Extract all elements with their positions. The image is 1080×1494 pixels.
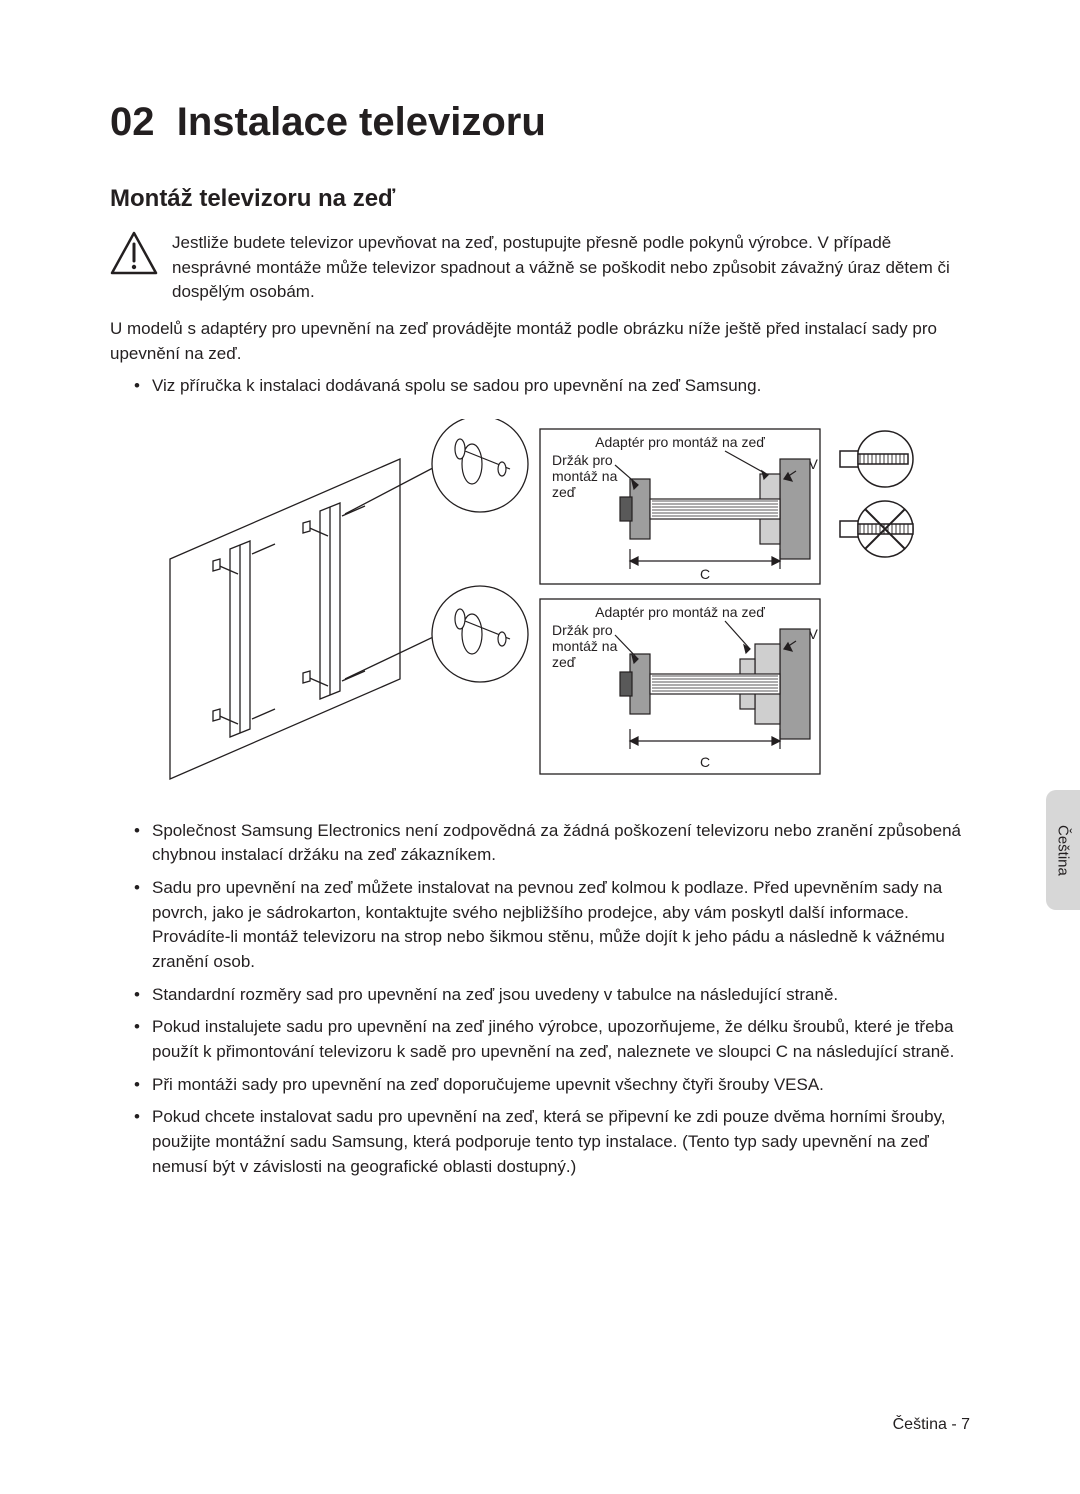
diagram-label-bracket-1-l2: montáž na [552, 468, 618, 484]
after-bullet-3: Standardní rozměry sad pro upevnění na z… [134, 983, 970, 1008]
mounting-diagram: Adaptér pro montáž na zeď Držák pro mont… [110, 419, 970, 789]
diagram-label-bracket-2-l3: zeď [552, 654, 576, 670]
footer-lang: Čeština [893, 1416, 947, 1433]
diagram-label-bracket-2-l1: Držák pro [552, 622, 613, 638]
intro-para: U modelů s adaptéry pro upevnění na zeď … [110, 317, 970, 366]
side-tab-label: Čeština [1055, 825, 1072, 876]
diagram-label-bracket-1-l1: Držák pro [552, 452, 613, 468]
diagram-label-adapter-2: Adaptér pro montáž na zeď [595, 604, 765, 620]
after-bullet-1: Společnost Samsung Electronics není zodp… [134, 819, 970, 868]
after-bullet-6: Pokud chcete instalovat sadu pro upevněn… [134, 1105, 970, 1179]
diagram-label-bracket-2-l2: montáž na [552, 638, 618, 654]
diagram-label-c-2: C [700, 754, 710, 770]
after-bullet-4: Pokud instalujete sadu pro upevnění na z… [134, 1015, 970, 1064]
diagram-label-adapter-1: Adaptér pro montáž na zeď [595, 434, 765, 450]
caution-icon [110, 231, 160, 280]
after-bullets: Společnost Samsung Electronics není zodp… [110, 819, 970, 1179]
diagram-label-bracket-1-l3: zeď [552, 484, 576, 500]
section-title: Montáž televizoru na zeď [110, 185, 970, 213]
after-bullet-5: Při montáži sady pro upevnění na zeď dop… [134, 1073, 970, 1098]
page-footer: Čeština - 7 [893, 1416, 970, 1434]
intro-bullet-1: Viz příručka k instalaci dodávaná spolu … [134, 374, 970, 399]
after-bullet-2: Sadu pro upevnění na zeď můžete instalov… [134, 876, 970, 975]
warning-text: Jestliže budete televizor upevňovat na z… [172, 231, 970, 305]
footer-sep: - [947, 1416, 961, 1433]
intro-bullets: Viz příručka k instalaci dodávaná spolu … [110, 374, 970, 399]
chapter-number: 02 [110, 100, 155, 144]
diagram-label-c-1: C [700, 566, 710, 582]
chapter-title-text: Instalace televizoru [177, 100, 546, 144]
footer-page: 7 [961, 1416, 970, 1433]
language-side-tab: Čeština [1046, 790, 1080, 910]
chapter-title: 02 Instalace televizoru [110, 100, 970, 145]
warning-block: Jestliže budete televizor upevňovat na z… [110, 231, 970, 305]
